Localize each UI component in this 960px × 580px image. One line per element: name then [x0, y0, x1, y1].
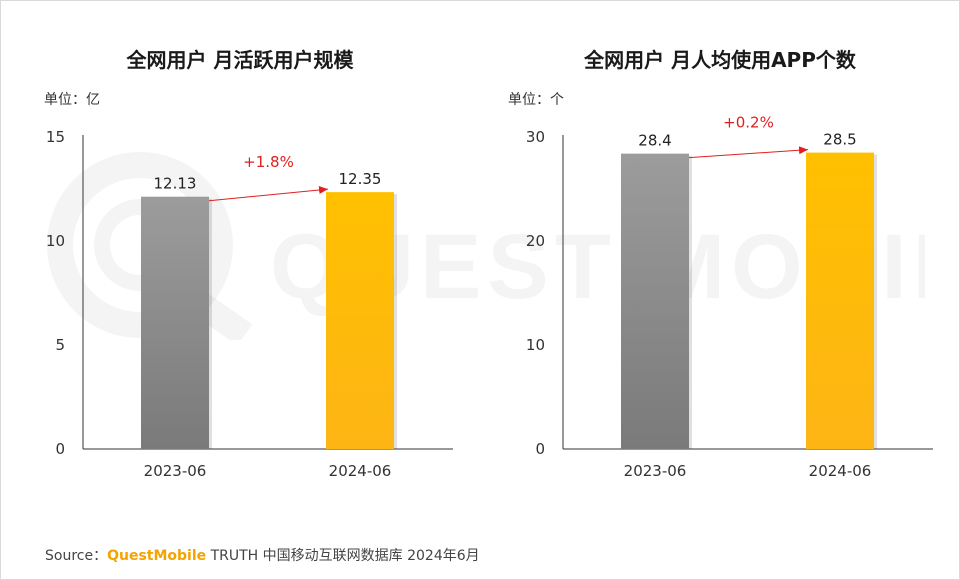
growth-arrow: [688, 146, 809, 159]
plot-area: 0 5 10 15 12.13 2023-06 12.35 2024-06 +1.8%: [46, 128, 453, 480]
y-tick-label: 0: [55, 440, 65, 458]
source-suffix: TRUTH 中国移动互联网数据库 2024年6月: [206, 548, 480, 564]
y-tick-label: 15: [46, 128, 65, 146]
bar-2024-06: [806, 152, 874, 449]
chart-monthly-active-users: 全网用户 月活跃用户规模 单位：亿 0 5 10 15 12.13 2023-06 12.3…: [0, 0, 480, 520]
x-tick-label: 2023-06: [144, 462, 207, 480]
chart-apps-per-user: 全网用户 月人均使用APP个数 单位：个 0 10 20 30 28.4 2023-06 2…: [480, 0, 960, 520]
data-label: 28.4: [638, 132, 671, 150]
y-tick-label: 5: [55, 336, 65, 354]
bar-2023-06: [141, 196, 209, 449]
growth-arrow: [208, 186, 329, 202]
y-tick-label: 10: [46, 232, 65, 250]
plot-area: 0 10 20 30 28.4 2023-06 28.5 2024-06 +0.2%: [526, 114, 933, 480]
growth-label: +0.2%: [723, 114, 774, 132]
x-tick-label: 2024-06: [809, 462, 872, 480]
source-brand: QuestMobile: [107, 548, 207, 564]
x-tick-label: 2024-06: [329, 462, 392, 480]
chart-title: 全网用户 月人均使用APP个数: [584, 48, 856, 72]
x-tick-label: 2023-06: [624, 462, 687, 480]
data-label: 12.13: [154, 175, 197, 193]
bar-2023-06: [621, 153, 689, 449]
source-line: Source：QuestMobile TRUTH 中国移动互联网数据库 2024…: [45, 545, 480, 565]
y-tick-label: 0: [535, 440, 545, 458]
bar-2024-06: [326, 192, 394, 449]
data-label: 12.35: [339, 170, 382, 188]
source-prefix: Source：: [45, 548, 108, 564]
unit-label: 单位：亿: [44, 92, 100, 108]
unit-label: 单位：个: [508, 92, 564, 108]
chart-title: 全网用户 月活跃用户规模: [126, 48, 354, 72]
growth-label: +1.8%: [243, 153, 294, 171]
y-tick-label: 30: [526, 128, 545, 146]
data-label: 28.5: [823, 131, 856, 149]
y-tick-label: 20: [526, 232, 545, 250]
y-tick-label: 10: [526, 336, 545, 354]
